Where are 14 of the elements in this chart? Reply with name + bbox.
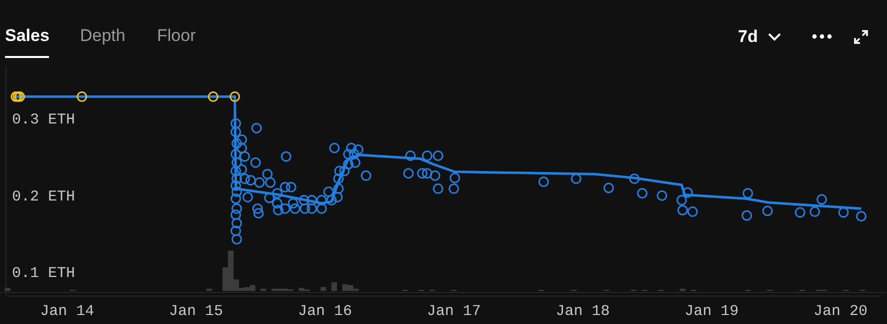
y-tick-label: 0.1 ETH (12, 264, 76, 282)
x-tick-label: Jan 18 (556, 302, 610, 320)
y-tick-label: 0.3 ETH (12, 112, 76, 129)
x-tick-label: Jan 19 (684, 302, 739, 320)
text: Sales (5, 26, 50, 46)
y-tick-label: 0.2 ETH (12, 188, 76, 206)
text: Floor (157, 26, 196, 46)
text: Depth (80, 26, 126, 46)
x-tick-label: Jan 14 (40, 302, 94, 320)
x-tick-label: Jan 17 (426, 302, 481, 320)
x-tick-label: Jan 15 (169, 302, 224, 320)
x-tick-label: Jan 16 (298, 302, 352, 320)
x-tick-label: Jan 20 (814, 302, 868, 320)
text: 7d (738, 27, 758, 47)
